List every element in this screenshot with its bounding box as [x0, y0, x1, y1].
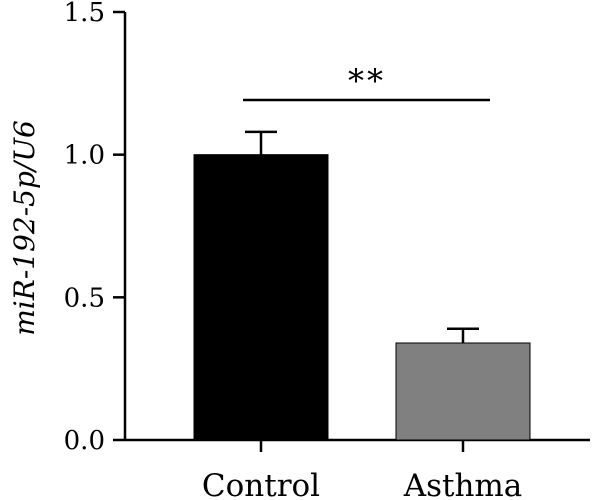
bars-group — [193, 154, 531, 441]
x-category-label: Asthma — [403, 468, 523, 500]
x-axis: Control Asthma — [125, 438, 590, 500]
y-tick-label: 0.5 — [64, 283, 105, 313]
y-axis: 0.0 0.5 1.0 1.5 — [64, 0, 127, 456]
error-bars-group — [245, 130, 479, 343]
significance-label: ** — [348, 62, 386, 100]
significance-annotation: ** — [243, 62, 490, 102]
y-tick-label: 1.5 — [64, 0, 105, 28]
y-tick-label: 1.0 — [64, 141, 105, 171]
y-axis-title: miR-192-5p/U6 — [8, 120, 41, 336]
bar-control — [193, 154, 329, 441]
x-category-label: Control — [202, 468, 320, 500]
y-tick-label: 0.0 — [64, 426, 105, 456]
bar-asthma — [395, 342, 531, 441]
